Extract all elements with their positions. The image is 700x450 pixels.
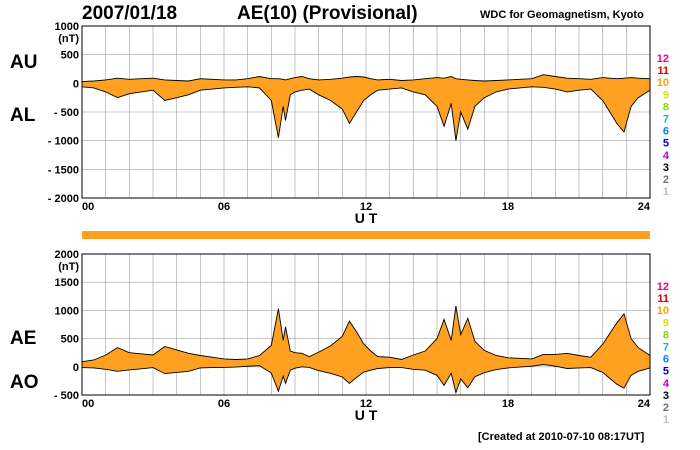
- y-tick-label: - 2000: [48, 193, 79, 205]
- y-tick-label: - 500: [54, 390, 79, 402]
- x-tick-label: 00: [82, 398, 94, 410]
- x-tick-label: 06: [218, 201, 230, 213]
- legend-number: 12: [657, 281, 669, 293]
- y-tick-label: 1000: [55, 305, 79, 317]
- legend-number: 8: [663, 329, 669, 341]
- created-timestamp: [Created at 2010-07-10 08:17UT]: [478, 431, 645, 443]
- legend-number: 1: [663, 186, 669, 198]
- plot-frame: [81, 25, 651, 199]
- y-tick-label: - 1000: [48, 136, 79, 148]
- y-tick-label: 1500: [55, 277, 79, 289]
- x-tick-label: 12: [360, 398, 372, 410]
- y-tick-label: 0: [73, 362, 79, 374]
- y-tick-label: 500: [61, 50, 79, 62]
- legend-number: 12: [657, 53, 669, 65]
- ao-label: AO: [10, 372, 39, 393]
- series-line-ae: [81, 305, 651, 363]
- legend-number: 11: [657, 65, 669, 77]
- au-al-panel: 1000 500 0 - 500 - 1000 - 1500 - 2000 (nT) 00 06 1…: [48, 21, 651, 226]
- legend-number: 7: [663, 342, 669, 354]
- legend-number: 6: [663, 126, 669, 138]
- status-bar: [82, 231, 650, 239]
- legend-number: 7: [663, 114, 669, 126]
- legend-number: 10: [657, 305, 669, 317]
- date-label: 2007/01/18: [82, 3, 178, 24]
- au-label: AU: [10, 52, 38, 73]
- x-tick-label: 18: [502, 398, 514, 410]
- legend-number: 11: [657, 293, 669, 305]
- legend-number: 3: [663, 390, 669, 402]
- y-tick-label: 0: [73, 78, 79, 90]
- legend-number: 1: [663, 414, 669, 426]
- x-tick-label: 06: [218, 398, 230, 410]
- al-label: AL: [10, 105, 36, 126]
- x-axis-label: U T: [355, 210, 378, 226]
- y-tick-label: - 500: [54, 107, 79, 119]
- units-label: (nT): [58, 261, 79, 273]
- legend-number: 4: [663, 150, 670, 162]
- x-tick-label: 00: [82, 201, 94, 213]
- x-tick-label: 12: [360, 201, 372, 213]
- x-axis-label: U T: [355, 407, 378, 423]
- legend-number: 9: [663, 89, 669, 101]
- y-tick-label: 2000: [55, 249, 79, 261]
- y-tick-label: 1000: [55, 21, 79, 33]
- series-line-al: [81, 86, 651, 141]
- organization-label: WDC for Geomagnetism, Kyoto: [480, 9, 644, 21]
- plot-frame: [81, 253, 651, 396]
- units-label: (nT): [58, 33, 79, 45]
- data-area: [82, 305, 650, 393]
- x-tick-label: 24: [638, 201, 651, 213]
- legend-number: 9: [663, 317, 669, 329]
- x-tick-label: 18: [502, 201, 514, 213]
- legend-number: 5: [663, 138, 669, 150]
- legend-number: 5: [663, 366, 669, 378]
- y-tick-label: - 1500: [48, 164, 79, 176]
- legend-number: 2: [663, 174, 669, 186]
- legend-number: 6: [663, 354, 669, 366]
- y-tick-label: 500: [61, 334, 79, 346]
- series-line-ao: [81, 364, 651, 395]
- legend-number: 8: [663, 101, 669, 113]
- legend-number: 4: [663, 378, 670, 390]
- data-area: [82, 74, 650, 141]
- legend-number: 10: [657, 77, 669, 89]
- chart-title: AE(10) (Provisional): [237, 3, 418, 24]
- series-line-au: [81, 74, 651, 83]
- legend-number: 2: [663, 402, 669, 414]
- x-tick-label: 24: [638, 398, 651, 410]
- ae-ao-panel: 2000 1500 1000 500 0 - 500 (nT) 00 06 12 18 24 U T: [54, 249, 651, 423]
- ae-label: AE: [10, 328, 37, 349]
- legend-number: 3: [663, 162, 669, 174]
